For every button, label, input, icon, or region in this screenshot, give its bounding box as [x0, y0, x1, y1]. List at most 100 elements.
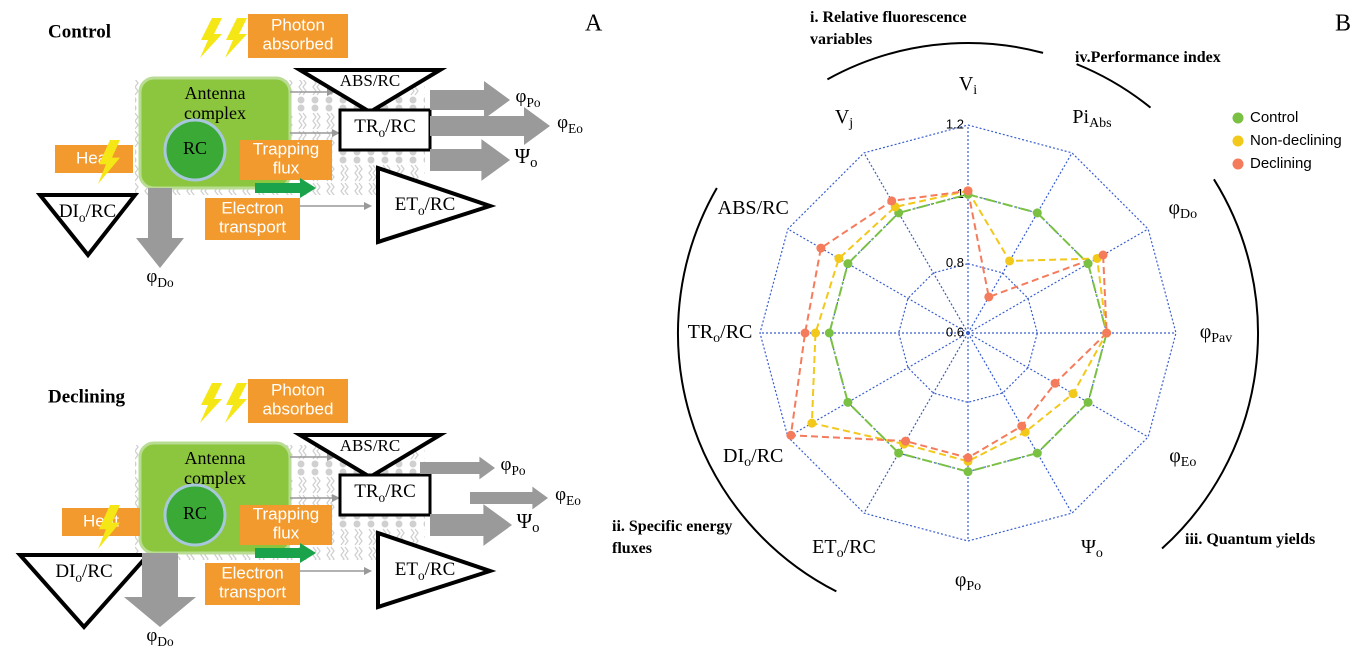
label-part: /RC	[751, 445, 783, 467]
data-point	[984, 292, 993, 301]
label-part: φ	[1168, 197, 1180, 219]
phi-po: φPo	[500, 454, 525, 478]
subscript: Po	[526, 95, 540, 110]
label-line: Photon	[271, 16, 325, 35]
subscript: Po	[966, 579, 981, 594]
label-part: /RC	[385, 116, 416, 137]
label-line: absorbed	[263, 35, 334, 54]
axis-label: φPav	[1200, 321, 1233, 347]
data-point	[786, 431, 795, 440]
tr-label: TRo/RC	[354, 116, 416, 140]
arrow	[430, 504, 512, 546]
label-part: φ	[1169, 445, 1181, 467]
label-part: /RC	[86, 201, 117, 222]
label-part: φ	[146, 625, 157, 646]
data-point	[894, 449, 903, 458]
axis-label: φEo	[1169, 445, 1196, 471]
data-point	[1033, 208, 1042, 217]
label-part: TR	[688, 321, 714, 343]
data-point	[811, 329, 820, 338]
arrow	[430, 81, 510, 119]
data-point	[843, 398, 852, 407]
axis-label: DIo/RC	[723, 445, 783, 471]
label-part: ABS/RC	[718, 197, 789, 219]
axis-label: ABS/RC	[718, 197, 789, 219]
spoke	[968, 153, 1072, 333]
spoke	[864, 153, 968, 333]
group-label: iii. Quantum yields	[1185, 531, 1315, 548]
phi-do: φDo	[146, 266, 174, 290]
psi-o: Ψo	[515, 144, 538, 172]
box-label: Electrontransport	[219, 564, 286, 602]
axis-label: φDo	[1168, 197, 1197, 223]
data-point	[825, 329, 834, 338]
label-part: ABS/RC	[340, 436, 400, 455]
figure: A B ControlPhotonabsorbedAntennacomplexR…	[0, 0, 1369, 652]
data-point	[801, 329, 810, 338]
r-tick-label: 0.8	[946, 255, 964, 270]
label-part: /RC	[82, 561, 113, 582]
label-line: Antenna	[185, 83, 246, 103]
label-line: variables	[810, 31, 872, 48]
tr-label: TRo/RC	[354, 481, 416, 505]
label-part: ET	[395, 559, 419, 580]
label-part: DI	[59, 201, 79, 222]
di-label: DIo/RC	[59, 201, 116, 225]
legend-label: Declining	[1250, 155, 1312, 172]
group-label: iv.Performance index	[1075, 49, 1221, 66]
axis-label: Vj	[835, 106, 853, 132]
label-line: flux	[273, 159, 300, 178]
spoke	[864, 333, 968, 513]
label-part: Ψ	[515, 144, 531, 168]
label-line: Antenna	[185, 448, 246, 468]
data-point	[901, 437, 910, 446]
subscript: o	[532, 520, 539, 536]
lightning	[225, 18, 247, 58]
group-arc	[827, 43, 1043, 79]
psi-o: Ψo	[517, 509, 540, 537]
label-part: V	[959, 73, 974, 95]
axis-label: φPo	[955, 569, 981, 595]
label-line: absorbed	[263, 400, 334, 419]
label-part: φ	[1200, 321, 1212, 343]
label-line: transport	[219, 218, 286, 237]
group-label: ii. Specific energyfluxes	[612, 518, 732, 557]
panel-title: Declining	[48, 386, 126, 407]
label-line: iv.Performance index	[1075, 49, 1221, 66]
arrowhead	[364, 202, 372, 210]
data-point	[1102, 329, 1111, 338]
rc-label: RC	[183, 138, 207, 158]
data-point	[843, 259, 852, 268]
axis-label: Ψo	[1081, 535, 1103, 561]
label-line: Trapping	[253, 505, 319, 524]
label-part: /RC	[425, 194, 456, 215]
legend-label: Non-declining	[1250, 132, 1342, 149]
legend-marker	[1233, 136, 1244, 147]
spoke	[968, 229, 1148, 333]
data-point	[1005, 256, 1014, 265]
panel-letter: B	[1335, 11, 1351, 37]
subscript: Pav	[1211, 331, 1232, 346]
lightning	[200, 18, 222, 58]
arrow	[136, 188, 184, 268]
subscript: o	[713, 331, 720, 346]
label-part: TR	[354, 481, 379, 502]
data-point	[964, 453, 973, 462]
subscript: o	[530, 155, 537, 171]
subscript: o	[744, 455, 751, 470]
r-tick-label: 1.2	[946, 116, 964, 131]
label-line: ii. Specific energy	[612, 518, 732, 535]
di-label: DIo/RC	[55, 561, 112, 585]
et-label: ETo/RC	[395, 194, 456, 218]
data-point	[1017, 422, 1026, 431]
label-part: /RC	[385, 481, 416, 502]
label-part: TR	[354, 116, 379, 137]
axis-label: PiAbs	[1072, 106, 1111, 132]
label-part: ET	[395, 194, 419, 215]
arrow	[470, 487, 548, 510]
data-point	[964, 186, 973, 195]
label-part: φ	[515, 86, 526, 107]
subscript: Po	[511, 463, 525, 478]
abs-label: ABS/RC	[340, 436, 400, 455]
